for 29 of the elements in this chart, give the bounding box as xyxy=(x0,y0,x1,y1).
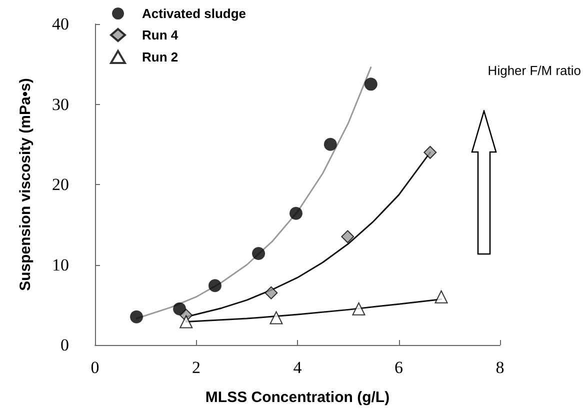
point xyxy=(130,310,144,324)
x-tick-label: 6 xyxy=(394,358,403,377)
point xyxy=(180,315,193,328)
point xyxy=(252,247,266,260)
annotation: Higher F/M ratio xyxy=(488,63,582,78)
point xyxy=(289,206,302,220)
point xyxy=(364,78,378,91)
x-tick-label: 0 xyxy=(90,358,100,377)
point xyxy=(434,290,448,304)
y-tick-label: 0 xyxy=(60,336,69,354)
point xyxy=(341,230,354,244)
x-tick-label: 8 xyxy=(496,358,504,377)
y-tick-label: 10 xyxy=(52,255,69,274)
x-tick-label: 4 xyxy=(293,358,302,377)
legend-label: Run 4 xyxy=(142,28,179,42)
legend-label: Activated sludge xyxy=(142,6,246,21)
legend-label: Run 2 xyxy=(142,50,178,64)
point xyxy=(208,279,222,292)
x-axis-title: MLSS Concentration (g/L) xyxy=(205,389,390,406)
y-tick-label: 40 xyxy=(52,14,69,34)
point xyxy=(264,286,278,300)
point xyxy=(424,146,437,159)
point xyxy=(270,311,283,324)
x-tick-label: 2 xyxy=(192,358,200,377)
y-tick-label: 30 xyxy=(52,94,69,114)
point xyxy=(324,138,337,151)
y-axis-title: Suspension viscosity (mPa•s) xyxy=(17,78,34,291)
y-tick-label: 20 xyxy=(52,175,69,194)
point xyxy=(352,302,366,316)
